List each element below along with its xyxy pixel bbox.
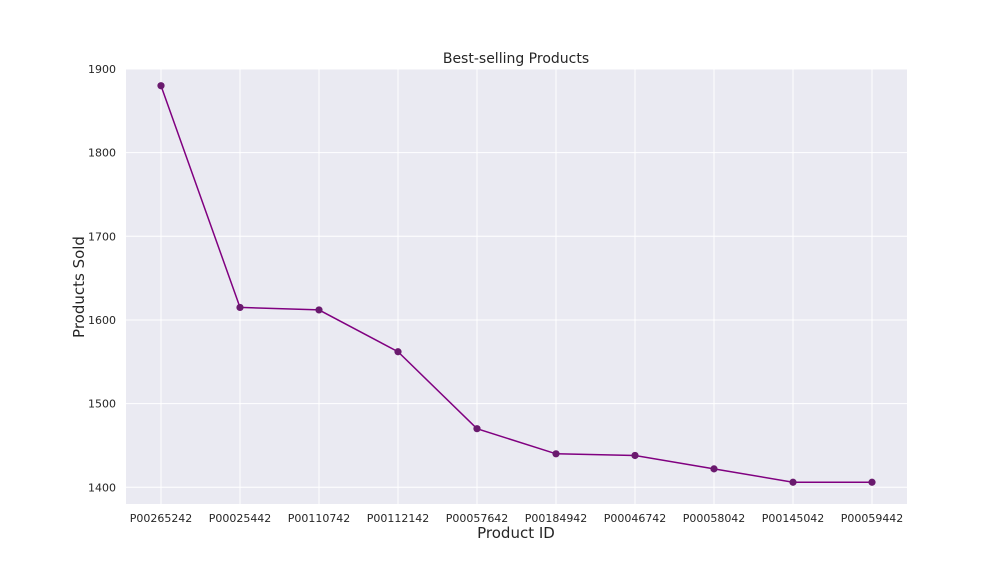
chart-title: Best-selling Products — [443, 51, 589, 67]
series-line — [160, 85, 872, 483]
data-point — [868, 478, 876, 486]
y-tick-label: 1500 — [88, 398, 116, 411]
x-tick-label: P00058042 — [683, 512, 746, 525]
data-point — [710, 465, 718, 473]
y-tick-label: 1600 — [88, 314, 116, 327]
y-tick-label: 1400 — [88, 481, 116, 494]
data-point — [789, 478, 797, 486]
data-point — [157, 82, 165, 90]
x-tick-labels: P00265242 P00025442 P00110742 P00112142 P000… — [130, 512, 904, 525]
x-tick-label: P00265242 — [130, 512, 193, 525]
x-tick-label: P00145042 — [762, 512, 825, 525]
x-tick-label: P00025442 — [209, 512, 272, 525]
grid-lines — [126, 68, 907, 504]
data-point — [394, 348, 402, 356]
data-point — [315, 306, 323, 314]
y-tick-label: 1800 — [88, 147, 116, 160]
data-point — [631, 451, 639, 460]
x-tick-label: P00057642 — [446, 512, 509, 525]
x-axis-label: Product ID — [477, 524, 555, 542]
x-tick-label: P00112142 — [367, 512, 430, 525]
data-point — [473, 425, 481, 433]
y-tick-label: 1700 — [88, 230, 116, 243]
data-point — [236, 303, 244, 312]
plot-background — [126, 69, 907, 504]
x-tick-label: P00184942 — [525, 512, 588, 525]
x-tick-label: P00046742 — [604, 512, 667, 525]
y-tick-label: 1900 — [88, 63, 116, 76]
y-tick-labels: 1400 1500 1600 1700 1800 1900 — [88, 63, 116, 494]
x-tick-label: P00059442 — [841, 512, 904, 525]
x-tick-label: P00110742 — [288, 512, 351, 525]
data-point — [552, 450, 560, 458]
y-axis-label: Products Sold — [70, 236, 88, 338]
data-points — [157, 82, 876, 486]
